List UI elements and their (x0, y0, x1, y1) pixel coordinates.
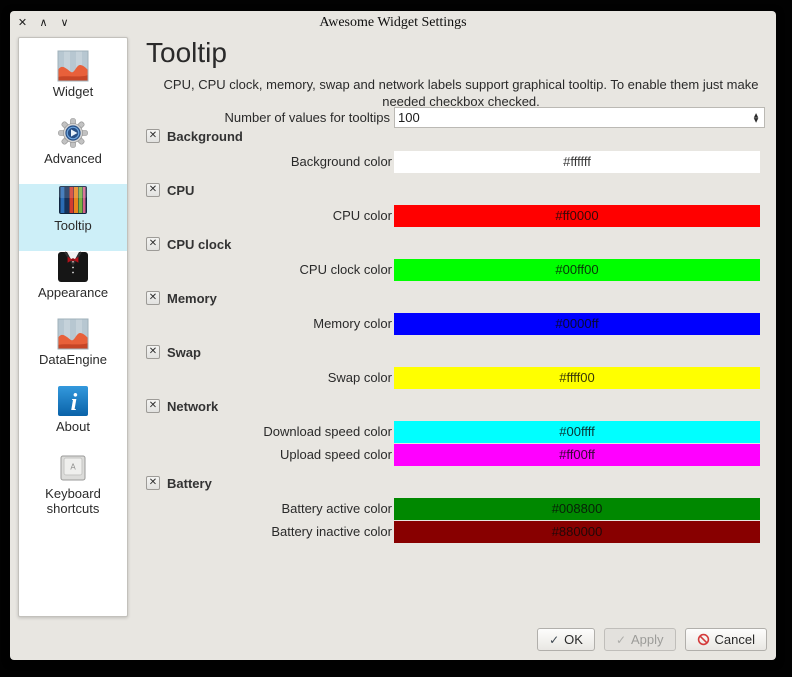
color-swatch-upload-speed[interactable]: #ff00ff (394, 444, 760, 466)
shade-down-icon[interactable]: ∨ (60, 16, 69, 29)
svg-text:A: A (70, 463, 76, 472)
color-row-swap: Swap color #ffff00 (146, 367, 762, 389)
color-row-memory: Memory color #0000ff (146, 313, 762, 335)
sidebar-item-label: Advanced (44, 151, 102, 166)
sidebar-item-label: Appearance (37, 285, 109, 300)
sidebar-item-advanced[interactable]: Advanced (19, 117, 127, 184)
dataengine-chart-icon (57, 318, 89, 350)
checkbox-row-battery[interactable]: ✕ Battery (146, 475, 212, 491)
checked-checkbox-icon[interactable]: ✕ (146, 129, 160, 143)
section-label: Background (167, 128, 243, 144)
section-label: Network (167, 398, 219, 414)
values-row: Number of values for tooltips ▲ ▼ (146, 107, 769, 128)
checked-checkbox-icon[interactable]: ✕ (146, 399, 160, 413)
checkbox-row-cpu[interactable]: ✕ CPU (146, 182, 194, 198)
settings-window: ✕ ∧ ∨ Awesome Widget Settings Widget (10, 11, 776, 660)
ok-button-label: OK (564, 632, 583, 647)
section-label: Memory (167, 290, 217, 306)
window-title: Awesome Widget Settings (319, 15, 467, 30)
checked-checkbox-icon[interactable]: ✕ (146, 183, 160, 197)
color-row-cpu: CPU color #ff0000 (146, 205, 762, 227)
sidebar-item-keyboard-shortcuts[interactable]: A Keyboard shortcuts (19, 452, 127, 519)
color-swatch-cpu-clock[interactable]: #00ff00 (394, 259, 760, 281)
sidebar-item-dataengine[interactable]: DataEngine (19, 318, 127, 385)
widget-chart-icon (57, 50, 89, 82)
checked-checkbox-icon[interactable]: ✕ (146, 237, 160, 251)
checkbox-row-background[interactable]: ✕ Background (146, 128, 243, 144)
color-stripes-icon (59, 186, 87, 214)
close-window-icon[interactable]: ✕ (17, 16, 28, 29)
color-label: Swap color (327, 370, 392, 385)
apply-button[interactable]: ✓ Apply (603, 628, 676, 651)
keyboard-key-icon: A (60, 455, 86, 481)
color-label: Background color (290, 154, 392, 169)
color-label: Upload speed color (279, 447, 392, 462)
checked-checkbox-icon[interactable]: ✕ (146, 476, 160, 490)
apply-button-label: Apply (631, 632, 664, 647)
section-label: CPU clock (167, 236, 232, 252)
values-input[interactable] (395, 108, 748, 127)
color-row-background: Background color #ffffff (146, 151, 762, 173)
cancel-icon (697, 633, 709, 646)
page-title: Tooltip (146, 37, 227, 68)
titlebar[interactable]: ✕ ∧ ∨ Awesome Widget Settings (10, 11, 776, 37)
color-label: Memory color (313, 316, 392, 331)
window-controls: ✕ ∧ ∨ (16, 15, 71, 30)
sidebar-item-label: Widget (52, 84, 94, 99)
sidebar-item-label: Tooltip (54, 218, 92, 233)
check-icon: ✓ (549, 632, 560, 647)
cancel-button-label: Cancel (714, 632, 755, 647)
info-icon: i (58, 386, 88, 416)
color-row-upload-speed: Upload speed color #ff00ff (146, 444, 762, 466)
sidebar-item-about[interactable]: i About (19, 385, 127, 452)
spin-down-icon[interactable]: ▼ (753, 116, 759, 124)
color-swatch-battery-active[interactable]: #008800 (394, 498, 760, 520)
sidebar-item-tooltip[interactable]: Tooltip (19, 184, 127, 251)
color-label: CPU clock color (299, 262, 392, 277)
color-swatch-swap[interactable]: #ffff00 (394, 367, 760, 389)
spinner-arrows: ▲ ▼ (748, 108, 764, 127)
values-spinbox: ▲ ▼ (394, 107, 765, 128)
color-label: Battery active color (281, 501, 392, 516)
checkbox-row-cpu-clock[interactable]: ✕ CPU clock (146, 236, 231, 252)
sidebar-item-appearance[interactable]: Appearance (19, 251, 127, 318)
color-row-battery-inactive: Battery inactive color #880000 (146, 521, 762, 543)
ok-button[interactable]: ✓ OK (537, 628, 595, 651)
gear-icon (58, 118, 88, 148)
sidebar-item-label: Keyboard shortcuts (45, 486, 101, 516)
color-row-battery-active: Battery active color #008800 (146, 498, 762, 520)
sidebar-item-widget[interactable]: Widget (19, 50, 127, 117)
dialog-button-bar: ✓ OK ✓ Apply Cancel (537, 628, 767, 651)
section-label: Battery (167, 475, 212, 491)
sidebar: Widget Advanced (18, 37, 128, 617)
check-icon: ✓ (615, 632, 626, 647)
checkbox-row-memory[interactable]: ✕ Memory (146, 290, 217, 306)
section-label: CPU (167, 182, 195, 198)
color-swatch-download-speed[interactable]: #00ffff (394, 421, 760, 443)
color-swatch-battery-inactive[interactable]: #880000 (394, 521, 760, 543)
sidebar-item-label: About (56, 419, 90, 434)
checkbox-row-swap[interactable]: ✕ Swap (146, 344, 201, 360)
cancel-button[interactable]: Cancel (684, 628, 767, 651)
page-description: CPU, CPU clock, memory, swap and network… (163, 77, 759, 109)
tuxedo-icon (58, 251, 88, 282)
sidebar-item-label: DataEngine (39, 352, 107, 367)
color-label: Battery inactive color (271, 524, 392, 539)
checkbox-row-network[interactable]: ✕ Network (146, 398, 218, 414)
color-swatch-cpu[interactable]: #ff0000 (394, 205, 760, 227)
svg-text:i: i (71, 390, 78, 416)
color-row-cpu-clock: CPU clock color #00ff00 (146, 259, 762, 281)
color-row-download-speed: Download speed color #00ffff (146, 421, 762, 443)
checked-checkbox-icon[interactable]: ✕ (146, 345, 160, 359)
color-label: CPU color (332, 208, 392, 223)
shade-up-icon[interactable]: ∧ (39, 16, 48, 29)
color-label: Download speed color (263, 424, 392, 439)
checked-checkbox-icon[interactable]: ✕ (146, 291, 160, 305)
color-swatch-memory[interactable]: #0000ff (394, 313, 760, 335)
section-label: Swap (167, 344, 201, 360)
values-label: Number of values for tooltips (224, 110, 390, 125)
color-swatch-background[interactable]: #ffffff (394, 151, 760, 173)
spin-up-icon[interactable]: ▲ (753, 111, 759, 119)
